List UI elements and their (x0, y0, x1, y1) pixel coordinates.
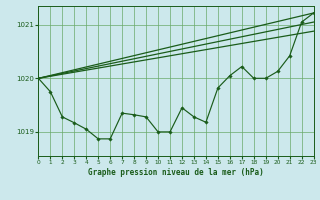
X-axis label: Graphe pression niveau de la mer (hPa): Graphe pression niveau de la mer (hPa) (88, 168, 264, 177)
